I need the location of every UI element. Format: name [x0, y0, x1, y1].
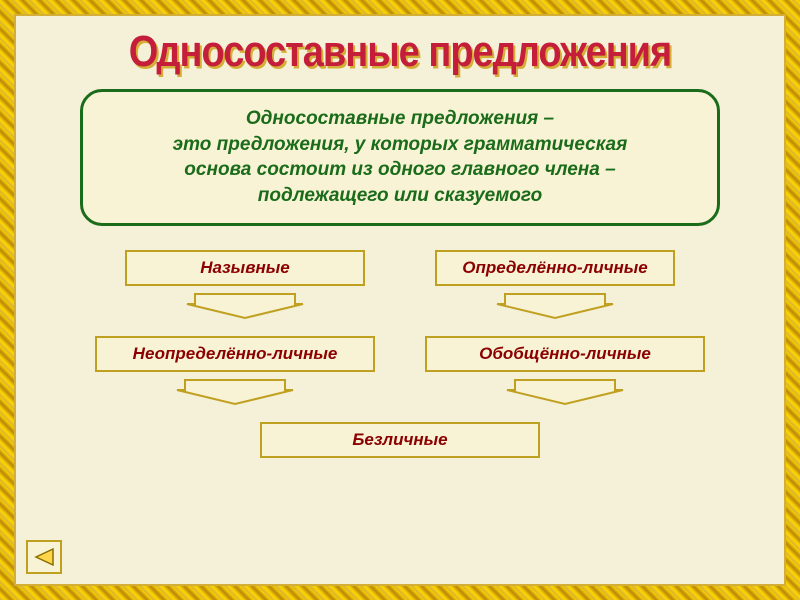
definition-line4: подлежащего или сказуемого	[103, 183, 697, 209]
type-label: Обобщённо-личные	[479, 344, 651, 363]
decorative-chain-border: Односоставные предложения Односоставные …	[0, 0, 800, 600]
down-arrow-icon	[435, 290, 675, 320]
arrow-row-2	[36, 376, 764, 406]
type-label: Безличные	[352, 430, 447, 449]
definition-line2: это предложения, у которых грамматическа…	[103, 132, 697, 158]
type-label: Неопределённо-личные	[133, 344, 338, 363]
type-box-nominal[interactable]: Назывные	[125, 250, 365, 286]
type-row-2: Неопределённо-личные Обобщённо-личные	[36, 336, 764, 372]
down-arrow-icon	[95, 376, 375, 406]
content-area: Односоставные предложения Односоставные …	[14, 14, 786, 586]
title-text: Односоставные предложения	[129, 28, 671, 76]
page-title: Односоставные предложения	[36, 28, 764, 77]
down-arrow-icon	[125, 290, 365, 320]
type-label: Назывные	[200, 258, 289, 277]
type-box-indefinite-personal[interactable]: Неопределённо-личные	[95, 336, 375, 372]
down-arrow-icon	[425, 376, 705, 406]
triangle-left-icon	[33, 547, 55, 567]
type-label: Определённо-личные	[462, 258, 648, 277]
type-box-definite-personal[interactable]: Определённо-личные	[435, 250, 675, 286]
type-box-generalized-personal[interactable]: Обобщённо-личные	[425, 336, 705, 372]
definition-box: Односоставные предложения – это предложе…	[80, 89, 720, 226]
type-row-3: Безличные	[36, 422, 764, 458]
type-row-1: Назывные Определённо-личные	[36, 250, 764, 286]
definition-line3: основа состоит из одного главного члена …	[103, 157, 697, 183]
arrow-row-1	[36, 290, 764, 320]
back-button[interactable]	[26, 540, 62, 574]
definition-line1: Односоставные предложения –	[103, 106, 697, 132]
type-box-impersonal[interactable]: Безличные	[260, 422, 540, 458]
